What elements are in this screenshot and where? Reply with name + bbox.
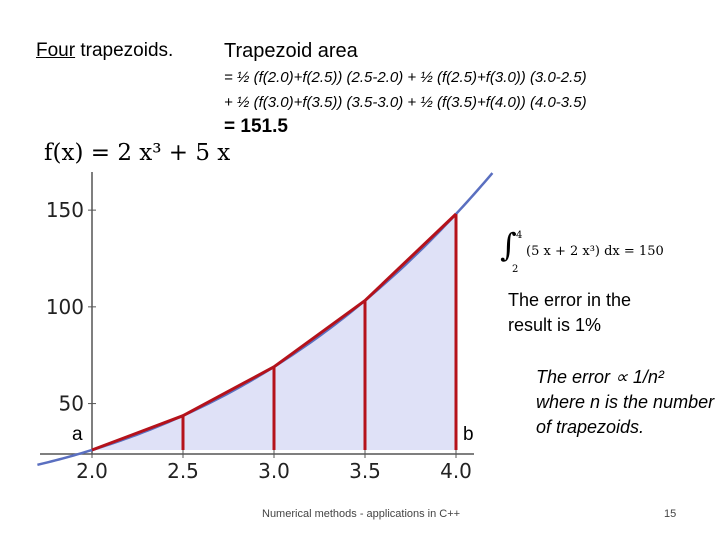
four-word: Four — [36, 40, 76, 61]
trapezoid-top — [182, 365, 275, 417]
four-trapezoids-heading: Four trapezoids. — [36, 40, 173, 62]
error-result-note: The error in the result is 1% — [508, 290, 632, 335]
y-tick-label: 50 — [59, 392, 84, 416]
x-tick-label: 2.5 — [167, 459, 199, 483]
page-number: 15 — [664, 508, 677, 520]
trapezoid-top — [91, 414, 184, 452]
x-tick-label: 3.0 — [258, 459, 290, 483]
integral-body: (5 x + 2 x³) dx = 150 — [526, 244, 664, 259]
trapezoid-top — [363, 212, 458, 302]
trapezoid-area-title: Trapezoid area — [224, 40, 358, 62]
error-scaling-note: The error ∝ 1/n² where n is the number o… — [536, 367, 715, 437]
integral-upper-limit: 4 — [516, 230, 523, 241]
y-tick-label: 100 — [46, 295, 84, 319]
calc-line-1: = ½ (f(2.0)+f(2.5)) (2.5-2.0) + ½ (f(2.5… — [224, 69, 587, 86]
trapezoid-top — [273, 299, 366, 369]
area-result: = 151.5 — [224, 116, 288, 137]
trapezoids-word: trapezoids. — [75, 40, 174, 61]
calc-line-2: + ½ (f(3.0)+f(3.5)) (3.5-3.0) + ½ (f(3.5… — [224, 94, 587, 111]
integral-lower-limit: 2 — [512, 264, 519, 275]
footer-text: Numerical methods - applications in C++ — [262, 508, 461, 520]
function-label: f(x) = 2 x³ + 5 x — [44, 140, 231, 166]
endpoint-label-a: a — [72, 424, 83, 445]
integral-sign: ∫ — [500, 226, 517, 264]
x-tick-label: 3.5 — [349, 459, 381, 483]
y-tick-label: 150 — [46, 198, 84, 222]
endpoint-label-b: b — [463, 424, 474, 445]
x-tick-label: 4.0 — [440, 459, 472, 483]
x-tick-label: 2.0 — [76, 459, 108, 483]
